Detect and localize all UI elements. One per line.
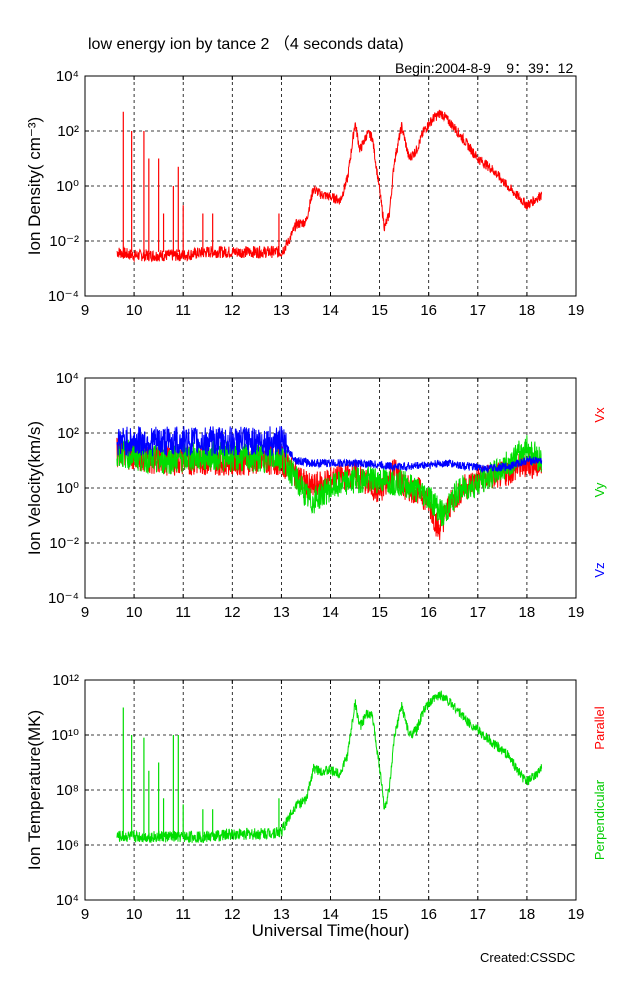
legend-label: Vx (592, 407, 607, 423)
legend-label: Vy (592, 482, 607, 497)
x-tick-label: 11 (175, 906, 191, 923)
y-tick-label: 10⁻² (49, 535, 79, 552)
y-tick-label: 10⁴ (56, 370, 79, 387)
y-tick-label: 10⁶ (56, 837, 79, 854)
x-tick-label: 12 (224, 604, 241, 621)
x-tick-label: 14 (322, 906, 339, 923)
panel-2: 9 10 11 12 13 14 15 16 17 18 19 10⁻⁴ 10⁻² 10⁰ 10² 10⁴ Io… (25, 370, 607, 621)
x-tick-label: 19 (568, 906, 585, 923)
y-tick-label: 10⁻² (49, 233, 79, 250)
x-tick-label: 10 (126, 302, 143, 319)
series-line-perpendicular (116, 690, 543, 844)
x-tick-label: 12 (224, 302, 241, 319)
x-tick-label: 15 (371, 906, 388, 923)
legend-label: Perpendicular (592, 779, 607, 860)
series-line-vz (116, 426, 543, 474)
x-tick-label: 13 (273, 302, 290, 319)
y-tick-label: 10⁻⁴ (48, 590, 79, 607)
y-axis-label: Ion Temperature(MK) (25, 710, 44, 870)
panel-1: 9 10 11 12 13 14 15 16 17 18 19 10⁻⁴ 10⁻² 10⁰ 10² 10⁴ Io… (25, 68, 584, 319)
chart-title: low energy ion by tance 2 （4 seconds dat… (88, 36, 404, 53)
x-tick-label: 17 (469, 302, 486, 319)
x-tick-label: 10 (126, 604, 143, 621)
y-axis-label: Ion Density( cm⁻³) (25, 117, 44, 255)
y-axis-label: Ion Velocity(km/s) (25, 421, 44, 555)
x-tick-label: 16 (420, 604, 437, 621)
legend-label: Vz (592, 562, 607, 577)
x-tick-label: 18 (519, 302, 536, 319)
series-line-vy (116, 435, 543, 527)
x-tick-label: 10 (126, 906, 143, 923)
y-tick-label: 10⁰ (56, 178, 79, 195)
x-tick-label: 13 (273, 604, 290, 621)
x-tick-label: 11 (175, 302, 191, 319)
x-tick-label: 14 (322, 604, 339, 621)
y-tick-label: 10⁻⁴ (48, 288, 79, 305)
y-tick-label: 10² (57, 123, 79, 140)
credit-text: Created:CSSDC (480, 950, 576, 965)
x-tick-label: 18 (519, 604, 536, 621)
x-axis-label: Universal Time(hour) (252, 921, 410, 940)
x-tick-label: 16 (420, 302, 437, 319)
y-tick-label: 10² (57, 425, 79, 442)
series-line (116, 109, 543, 263)
y-tick-label: 10⁸ (56, 782, 79, 799)
y-tick-label: 10¹² (52, 672, 79, 689)
x-tick-label: 17 (469, 604, 486, 621)
x-tick-label: 15 (371, 604, 388, 621)
x-tick-label: 11 (175, 604, 191, 621)
x-tick-label: 9 (81, 906, 89, 923)
panel-3: 9 10 11 12 13 14 15 16 17 18 19 10⁴ 10⁶ 10⁸ 10¹⁰ 10¹² Io… (25, 672, 607, 940)
x-tick-label: 19 (568, 604, 585, 621)
x-tick-label: 13 (273, 906, 290, 923)
x-tick-label: 18 (519, 906, 536, 923)
begin-time: Begin:2004-8-9 9：39：12 (395, 60, 574, 76)
legend-label: Parallel (592, 706, 607, 749)
x-tick-label: 12 (224, 906, 241, 923)
x-tick-label: 14 (322, 302, 339, 319)
x-tick-label: 19 (568, 302, 585, 319)
x-tick-label: 9 (81, 604, 89, 621)
x-tick-label: 17 (469, 906, 486, 923)
y-tick-label: 10⁴ (56, 892, 79, 909)
x-tick-label: 16 (420, 906, 437, 923)
y-tick-label: 10¹⁰ (51, 727, 79, 744)
y-tick-label: 10⁰ (56, 480, 79, 497)
x-tick-label: 9 (81, 302, 89, 319)
y-tick-label: 10⁴ (56, 68, 79, 85)
x-tick-label: 15 (371, 302, 388, 319)
